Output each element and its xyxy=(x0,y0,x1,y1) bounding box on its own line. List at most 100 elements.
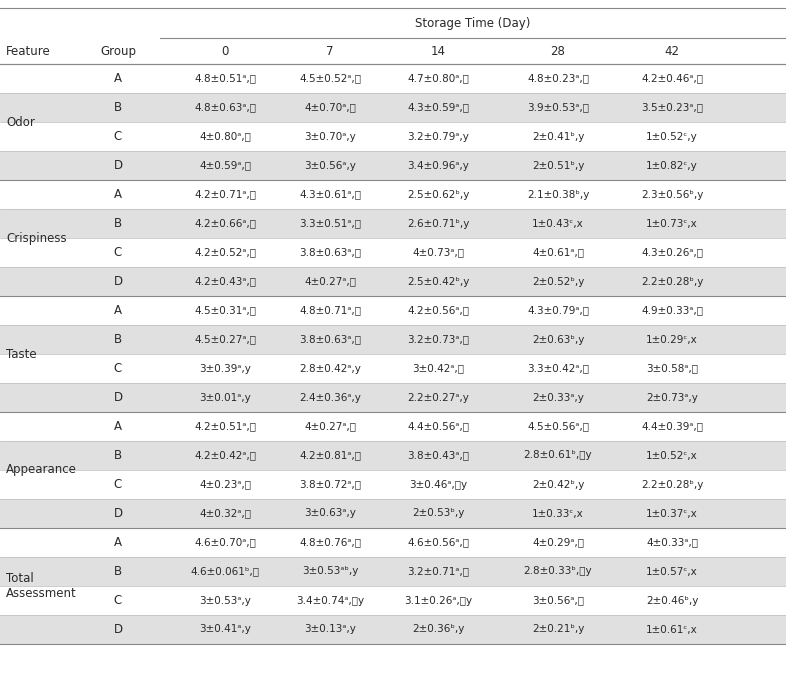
Text: D: D xyxy=(113,623,123,636)
Bar xyxy=(0,383,786,412)
Text: 2±0.42ᵇ,y: 2±0.42ᵇ,y xyxy=(532,479,584,490)
Text: 2±0.21ᵇ,y: 2±0.21ᵇ,y xyxy=(532,625,584,634)
Bar xyxy=(0,470,786,499)
Text: 3.2±0.79ᵃ,y: 3.2±0.79ᵃ,y xyxy=(407,132,469,142)
Text: 4.3±0.59ᵃ,ᵺ: 4.3±0.59ᵃ,ᵺ xyxy=(407,103,469,112)
Text: C: C xyxy=(114,362,122,375)
Text: 2±0.46ᵇ,y: 2±0.46ᵇ,y xyxy=(646,595,698,606)
Text: 4.2±0.56ᵃ,ᵺ: 4.2±0.56ᵃ,ᵺ xyxy=(407,306,469,316)
Text: 4.3±0.79ᵃ,ᵺ: 4.3±0.79ᵃ,ᵺ xyxy=(527,306,589,316)
Bar xyxy=(0,64,786,93)
Text: 2±0.33ᵃ,y: 2±0.33ᵃ,y xyxy=(532,393,584,403)
Text: 1±0.43ᶜ,x: 1±0.43ᶜ,x xyxy=(532,219,584,229)
Text: Total
Assessment: Total Assessment xyxy=(6,572,77,600)
Text: 4±0.32ᵃ,ᵺ: 4±0.32ᵃ,ᵺ xyxy=(199,508,251,519)
Text: 4±0.27ᵃ,ᵺ: 4±0.27ᵃ,ᵺ xyxy=(304,277,356,286)
Text: A: A xyxy=(114,536,122,549)
Text: 3±0.53ᵃᵇ,y: 3±0.53ᵃᵇ,y xyxy=(302,566,358,577)
Text: 4.2±0.42ᵃ,ᵺ: 4.2±0.42ᵃ,ᵺ xyxy=(194,451,256,460)
Text: 28: 28 xyxy=(550,45,565,58)
Text: 2.5±0.42ᵇ,y: 2.5±0.42ᵇ,y xyxy=(407,277,469,286)
Text: 1±0.52ᶜ,y: 1±0.52ᶜ,y xyxy=(646,132,698,142)
Text: 4±0.80ᵃ,ᵺ: 4±0.80ᵃ,ᵺ xyxy=(199,132,251,142)
Text: 3±0.42ᵃ,ᵺ: 3±0.42ᵃ,ᵺ xyxy=(412,364,464,373)
Text: 4.2±0.81ᵃ,ᵺ: 4.2±0.81ᵃ,ᵺ xyxy=(299,451,361,460)
Text: 4±0.70ᵃ,ᵺ: 4±0.70ᵃ,ᵺ xyxy=(304,103,356,112)
Bar xyxy=(0,238,786,267)
Text: 4±0.59ᵃ,ᵺ: 4±0.59ᵃ,ᵺ xyxy=(199,160,251,171)
Text: 4.2±0.52ᵃ,ᵺ: 4.2±0.52ᵃ,ᵺ xyxy=(194,247,256,258)
Text: 7: 7 xyxy=(326,45,334,58)
Text: 1±0.29ᶜ,x: 1±0.29ᶜ,x xyxy=(646,334,698,345)
Text: 3±0.53ᵃ,y: 3±0.53ᵃ,y xyxy=(199,595,251,606)
Text: 3±0.13ᵃ,y: 3±0.13ᵃ,y xyxy=(304,625,356,634)
Text: 3±0.01ᵃ,y: 3±0.01ᵃ,y xyxy=(199,393,251,403)
Text: 4.6±0.061ᵇ,ᵺ: 4.6±0.061ᵇ,ᵺ xyxy=(190,566,259,577)
Text: 3±0.70ᵃ,y: 3±0.70ᵃ,y xyxy=(304,132,356,142)
Text: 4±0.61ᵃ,ᵺ: 4±0.61ᵃ,ᵺ xyxy=(532,247,584,258)
Text: 3.8±0.63ᵃ,ᵺ: 3.8±0.63ᵃ,ᵺ xyxy=(299,247,361,258)
Text: 4.4±0.56ᵃ,ᵺ: 4.4±0.56ᵃ,ᵺ xyxy=(407,421,469,432)
Text: 3.8±0.43ᵃ,ᵺ: 3.8±0.43ᵃ,ᵺ xyxy=(407,451,469,460)
Text: 4.4±0.39ᵃ,ᵺ: 4.4±0.39ᵃ,ᵺ xyxy=(641,421,703,432)
Text: 4.2±0.43ᵃ,ᵺ: 4.2±0.43ᵃ,ᵺ xyxy=(194,277,256,286)
Bar xyxy=(0,93,786,122)
Text: 4.6±0.56ᵃ,ᵺ: 4.6±0.56ᵃ,ᵺ xyxy=(407,538,469,547)
Text: 1±0.61ᶜ,x: 1±0.61ᶜ,x xyxy=(646,625,698,634)
Text: A: A xyxy=(114,420,122,433)
Text: A: A xyxy=(114,72,122,85)
Text: 4.8±0.71ᵃ,ᵺ: 4.8±0.71ᵃ,ᵺ xyxy=(299,306,361,316)
Text: 3.1±0.26ᵃ,ᵺy: 3.1±0.26ᵃ,ᵺy xyxy=(404,595,472,606)
Text: 1±0.52ᶜ,x: 1±0.52ᶜ,x xyxy=(646,451,698,460)
Text: 3±0.46ᵃ,ᵺy: 3±0.46ᵃ,ᵺy xyxy=(409,479,467,490)
Text: 3±0.58ᵃ,ᵺ: 3±0.58ᵃ,ᵺ xyxy=(646,364,698,373)
Text: 4.5±0.52ᵃ,ᵺ: 4.5±0.52ᵃ,ᵺ xyxy=(299,73,361,84)
Text: Taste: Taste xyxy=(6,347,37,360)
Text: Feature: Feature xyxy=(6,45,51,58)
Text: 4.3±0.61ᵃ,ᵺ: 4.3±0.61ᵃ,ᵺ xyxy=(299,190,361,199)
Text: 4.8±0.76ᵃ,ᵺ: 4.8±0.76ᵃ,ᵺ xyxy=(299,538,361,547)
Text: 2±0.73ᵃ,y: 2±0.73ᵃ,y xyxy=(646,393,698,403)
Text: 3±0.56ᵃ,y: 3±0.56ᵃ,y xyxy=(304,160,356,171)
Text: 3±0.63ᵃ,y: 3±0.63ᵃ,y xyxy=(304,508,356,519)
Text: 4.5±0.31ᵃ,ᵺ: 4.5±0.31ᵃ,ᵺ xyxy=(194,306,256,316)
Text: B: B xyxy=(114,217,122,230)
Text: 4±0.23ᵃ,ᵺ: 4±0.23ᵃ,ᵺ xyxy=(199,479,251,490)
Text: 4±0.29ᵃ,ᵺ: 4±0.29ᵃ,ᵺ xyxy=(532,538,584,547)
Text: 2.2±0.28ᵇ,y: 2.2±0.28ᵇ,y xyxy=(641,479,703,490)
Text: 2.8±0.61ᵇ,ᵺy: 2.8±0.61ᵇ,ᵺy xyxy=(523,451,593,460)
Text: 2±0.52ᵇ,y: 2±0.52ᵇ,y xyxy=(532,277,584,286)
Bar xyxy=(0,296,786,325)
Text: D: D xyxy=(113,507,123,520)
Bar xyxy=(0,267,786,296)
Text: 3.2±0.71ᵃ,ᵺ: 3.2±0.71ᵃ,ᵺ xyxy=(407,566,469,577)
Text: 2.3±0.56ᵇ,y: 2.3±0.56ᵇ,y xyxy=(641,190,703,199)
Text: 2.8±0.33ᵇ,ᵺy: 2.8±0.33ᵇ,ᵺy xyxy=(523,566,593,577)
Text: 4.2±0.71ᵃ,ᵺ: 4.2±0.71ᵃ,ᵺ xyxy=(194,190,256,199)
Text: 2.6±0.71ᵇ,y: 2.6±0.71ᵇ,y xyxy=(407,219,469,229)
Text: 3.4±0.74ᵃ,ᵺy: 3.4±0.74ᵃ,ᵺy xyxy=(296,595,364,606)
Text: 2±0.36ᵇ,y: 2±0.36ᵇ,y xyxy=(412,625,465,634)
Text: 3.2±0.73ᵃ,ᵺ: 3.2±0.73ᵃ,ᵺ xyxy=(407,334,469,345)
Text: Odor: Odor xyxy=(6,116,35,129)
Text: 2±0.51ᵇ,y: 2±0.51ᵇ,y xyxy=(532,160,584,171)
Text: D: D xyxy=(113,391,123,404)
Bar xyxy=(0,528,786,557)
Text: 1±0.33ᶜ,x: 1±0.33ᶜ,x xyxy=(532,508,584,519)
Text: 2.8±0.42ᵃ,y: 2.8±0.42ᵃ,y xyxy=(299,364,361,373)
Text: Group: Group xyxy=(100,45,136,58)
Text: 3.3±0.51ᵃ,ᵺ: 3.3±0.51ᵃ,ᵺ xyxy=(299,219,361,229)
Text: B: B xyxy=(114,565,122,578)
Text: 3.4±0.96ᵃ,y: 3.4±0.96ᵃ,y xyxy=(407,160,469,171)
Bar xyxy=(0,615,786,644)
Text: 2.4±0.36ᵃ,y: 2.4±0.36ᵃ,y xyxy=(299,393,361,403)
Text: 4.3±0.26ᵃ,ᵺ: 4.3±0.26ᵃ,ᵺ xyxy=(641,247,703,258)
Text: 42: 42 xyxy=(664,45,680,58)
Text: 3±0.56ᵃ,ᵺ: 3±0.56ᵃ,ᵺ xyxy=(532,595,584,606)
Text: 2.5±0.62ᵇ,y: 2.5±0.62ᵇ,y xyxy=(407,190,469,199)
Bar xyxy=(0,209,786,238)
Text: 4.8±0.23ᵃ,ᵺ: 4.8±0.23ᵃ,ᵺ xyxy=(527,73,589,84)
Bar xyxy=(0,412,786,441)
Text: B: B xyxy=(114,333,122,346)
Text: 4.2±0.66ᵃ,ᵺ: 4.2±0.66ᵃ,ᵺ xyxy=(194,219,256,229)
